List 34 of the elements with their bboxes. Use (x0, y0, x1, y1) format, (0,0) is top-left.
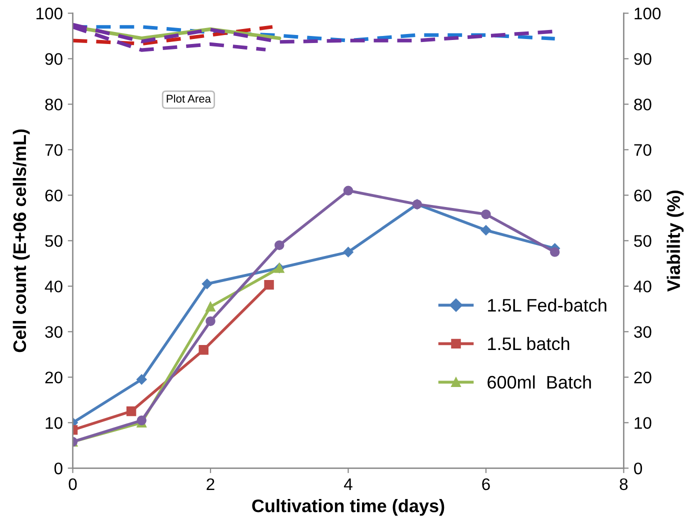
x-tick-label: 2 (206, 478, 214, 490)
y2-tick-label: 20 (634, 372, 652, 384)
x-tick-label: 8 (620, 478, 628, 490)
y2-tick-label: 70 (634, 144, 652, 156)
y2-tick-label: 80 (634, 98, 652, 110)
y-tick-label: 50 (45, 235, 62, 247)
y2-axis-title: Viability (%) (666, 190, 684, 292)
y-tick-label: 80 (45, 98, 62, 110)
y-axis-title: Cell count (E+06 cells/mL) (12, 129, 30, 352)
x-tick-label: 4 (344, 478, 352, 490)
y2-tick-label: 40 (634, 280, 652, 292)
y2-tick-label: 30 (634, 326, 652, 338)
y-tick-label: 10 (46, 417, 62, 429)
y-tick-label: 20 (45, 372, 62, 384)
x-tick-label: 6 (482, 478, 490, 490)
y2-tick-label: 50 (634, 235, 652, 247)
legend-label: 1.5L Fed-batch (488, 298, 606, 312)
y-tick-label: 60 (45, 190, 62, 202)
y-tick-label: 90 (45, 53, 62, 65)
y-tick-label: 30 (45, 326, 62, 338)
y2-tick-label: 0 (634, 462, 642, 474)
y-tick-label: 40 (44, 280, 62, 292)
legend-label: 600ml Batch (488, 375, 591, 389)
x-axis-title: Cultivation time (days) (252, 498, 444, 516)
legend-label: 1.5L batch (488, 336, 570, 350)
y-tick-label: 100 (36, 8, 62, 20)
annotation: Plot Area (166, 94, 212, 103)
y2-tick-label: 10 (634, 417, 652, 429)
y-tick-label: 0 (54, 462, 62, 474)
y2-tick-label: 100 (634, 8, 661, 20)
x-tick-label: 0 (68, 478, 77, 490)
y2-tick-label: 60 (634, 190, 652, 202)
y-tick-label: 70 (45, 144, 62, 156)
y2-tick-label: 90 (634, 53, 652, 65)
